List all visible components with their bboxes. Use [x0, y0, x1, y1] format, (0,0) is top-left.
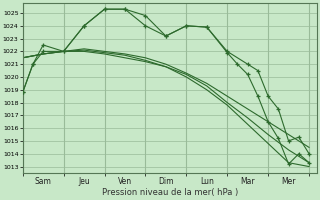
- Text: Sam: Sam: [35, 177, 52, 186]
- X-axis label: Pression niveau de la mer( hPa ): Pression niveau de la mer( hPa ): [102, 188, 238, 197]
- Text: Lun: Lun: [200, 177, 214, 186]
- Text: Mar: Mar: [240, 177, 255, 186]
- Text: Mer: Mer: [281, 177, 296, 186]
- Text: Ven: Ven: [118, 177, 132, 186]
- Text: Jeu: Jeu: [78, 177, 90, 186]
- Text: Dim: Dim: [158, 177, 174, 186]
